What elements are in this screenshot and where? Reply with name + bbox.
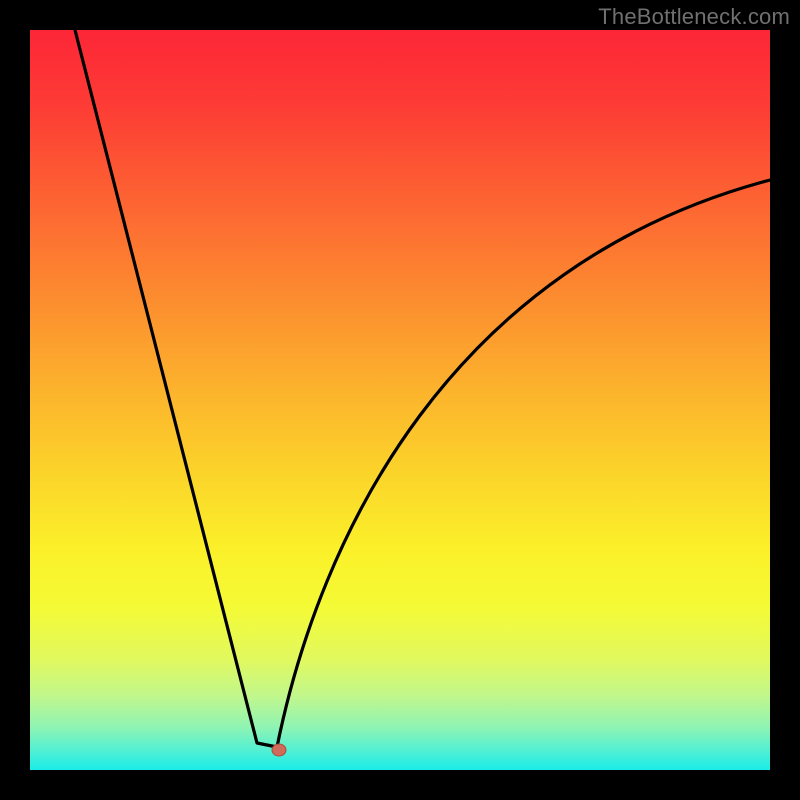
chart-frame: TheBottleneck.com	[0, 0, 800, 800]
watermark-text: TheBottleneck.com	[598, 4, 790, 30]
minimum-marker-icon	[272, 744, 286, 756]
bottleneck-curve	[75, 30, 770, 747]
plot-area	[30, 30, 770, 770]
curve-layer	[30, 30, 770, 770]
